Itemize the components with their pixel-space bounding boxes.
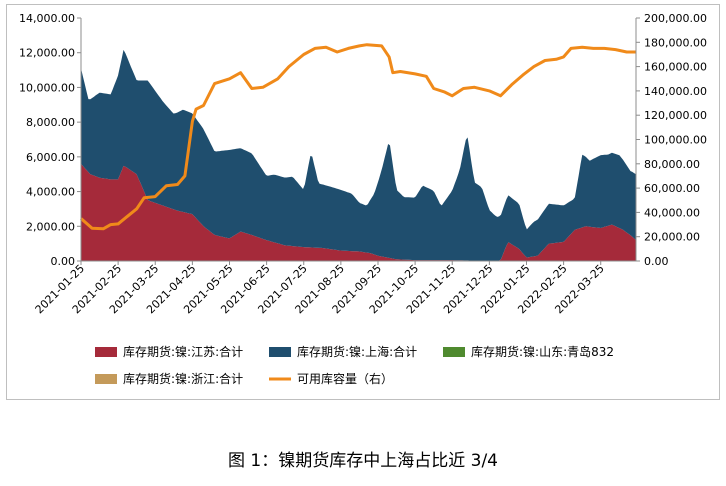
legend-swatch-2 [443,347,465,357]
y-right-tick-label: 140,000.00 [644,85,707,98]
y-right-tick-label: 0.00 [644,255,669,268]
legend-swatch-0 [95,347,117,357]
legend-label-0: 库存期货:镍:江苏:合计 [123,344,243,359]
area-series-0 [81,163,636,261]
y-left-tick-label: 6,000.00 [26,151,75,164]
y-left-tick-label: 4,000.00 [26,186,75,199]
legend-swatch-3 [95,374,117,384]
legend-label-3: 库存期货:镍:浙江:合计 [123,371,243,386]
y-left-tick-label: 8,000.00 [26,116,75,129]
y-right-tick-label: 80,000.00 [644,158,700,171]
y-right-tick-label: 100,000.00 [644,134,707,147]
y-left-tick-label: 14,000.00 [19,12,75,25]
area-layer [81,49,636,261]
y-right-tick-label: 160,000.00 [644,61,707,74]
y-right-tick-label: 200,000.00 [644,12,707,25]
legend: 库存期货:镍:江苏:合计 库存期货:镍:上海:合计 库存期货:镍:山东:青岛832 库… [95,344,614,386]
y-right-tick-label: 180,000.00 [644,36,707,49]
legend-swatch-1 [269,347,291,357]
y-left-tick-label: 10,000.00 [19,81,75,94]
y-left-tick-label: 12,000.00 [19,47,75,60]
y-right-tick-label: 120,000.00 [644,109,707,122]
y-left-tick-label: 2,000.00 [26,220,75,233]
legend-label-2: 库存期货:镍:山东:青岛832 [471,344,614,359]
area-series-1 [81,49,636,261]
chart-frame: 0.00 2,000.00 4,000.00 6,000.00 8,000.00 10,0… [6,4,720,400]
y-right-tick-label: 20,000.00 [644,231,700,244]
line-series-4 [80,43,636,231]
legend-label-1: 库存期货:镍:上海:合计 [297,344,417,359]
y-right-tick-label: 60,000.00 [644,182,700,195]
y-right-tick-label: 40,000.00 [644,206,700,219]
legend-label-4: 可用库容量（右） [297,371,393,386]
line-layer [80,43,636,231]
figure-caption: 图 1：镍期货库存中上海占比近 3/4 [228,451,498,471]
y-left-tick-label: 0.00 [51,255,76,268]
chart-canvas: 0.00 2,000.00 4,000.00 6,000.00 8,000.00 10,0… [19,12,707,386]
